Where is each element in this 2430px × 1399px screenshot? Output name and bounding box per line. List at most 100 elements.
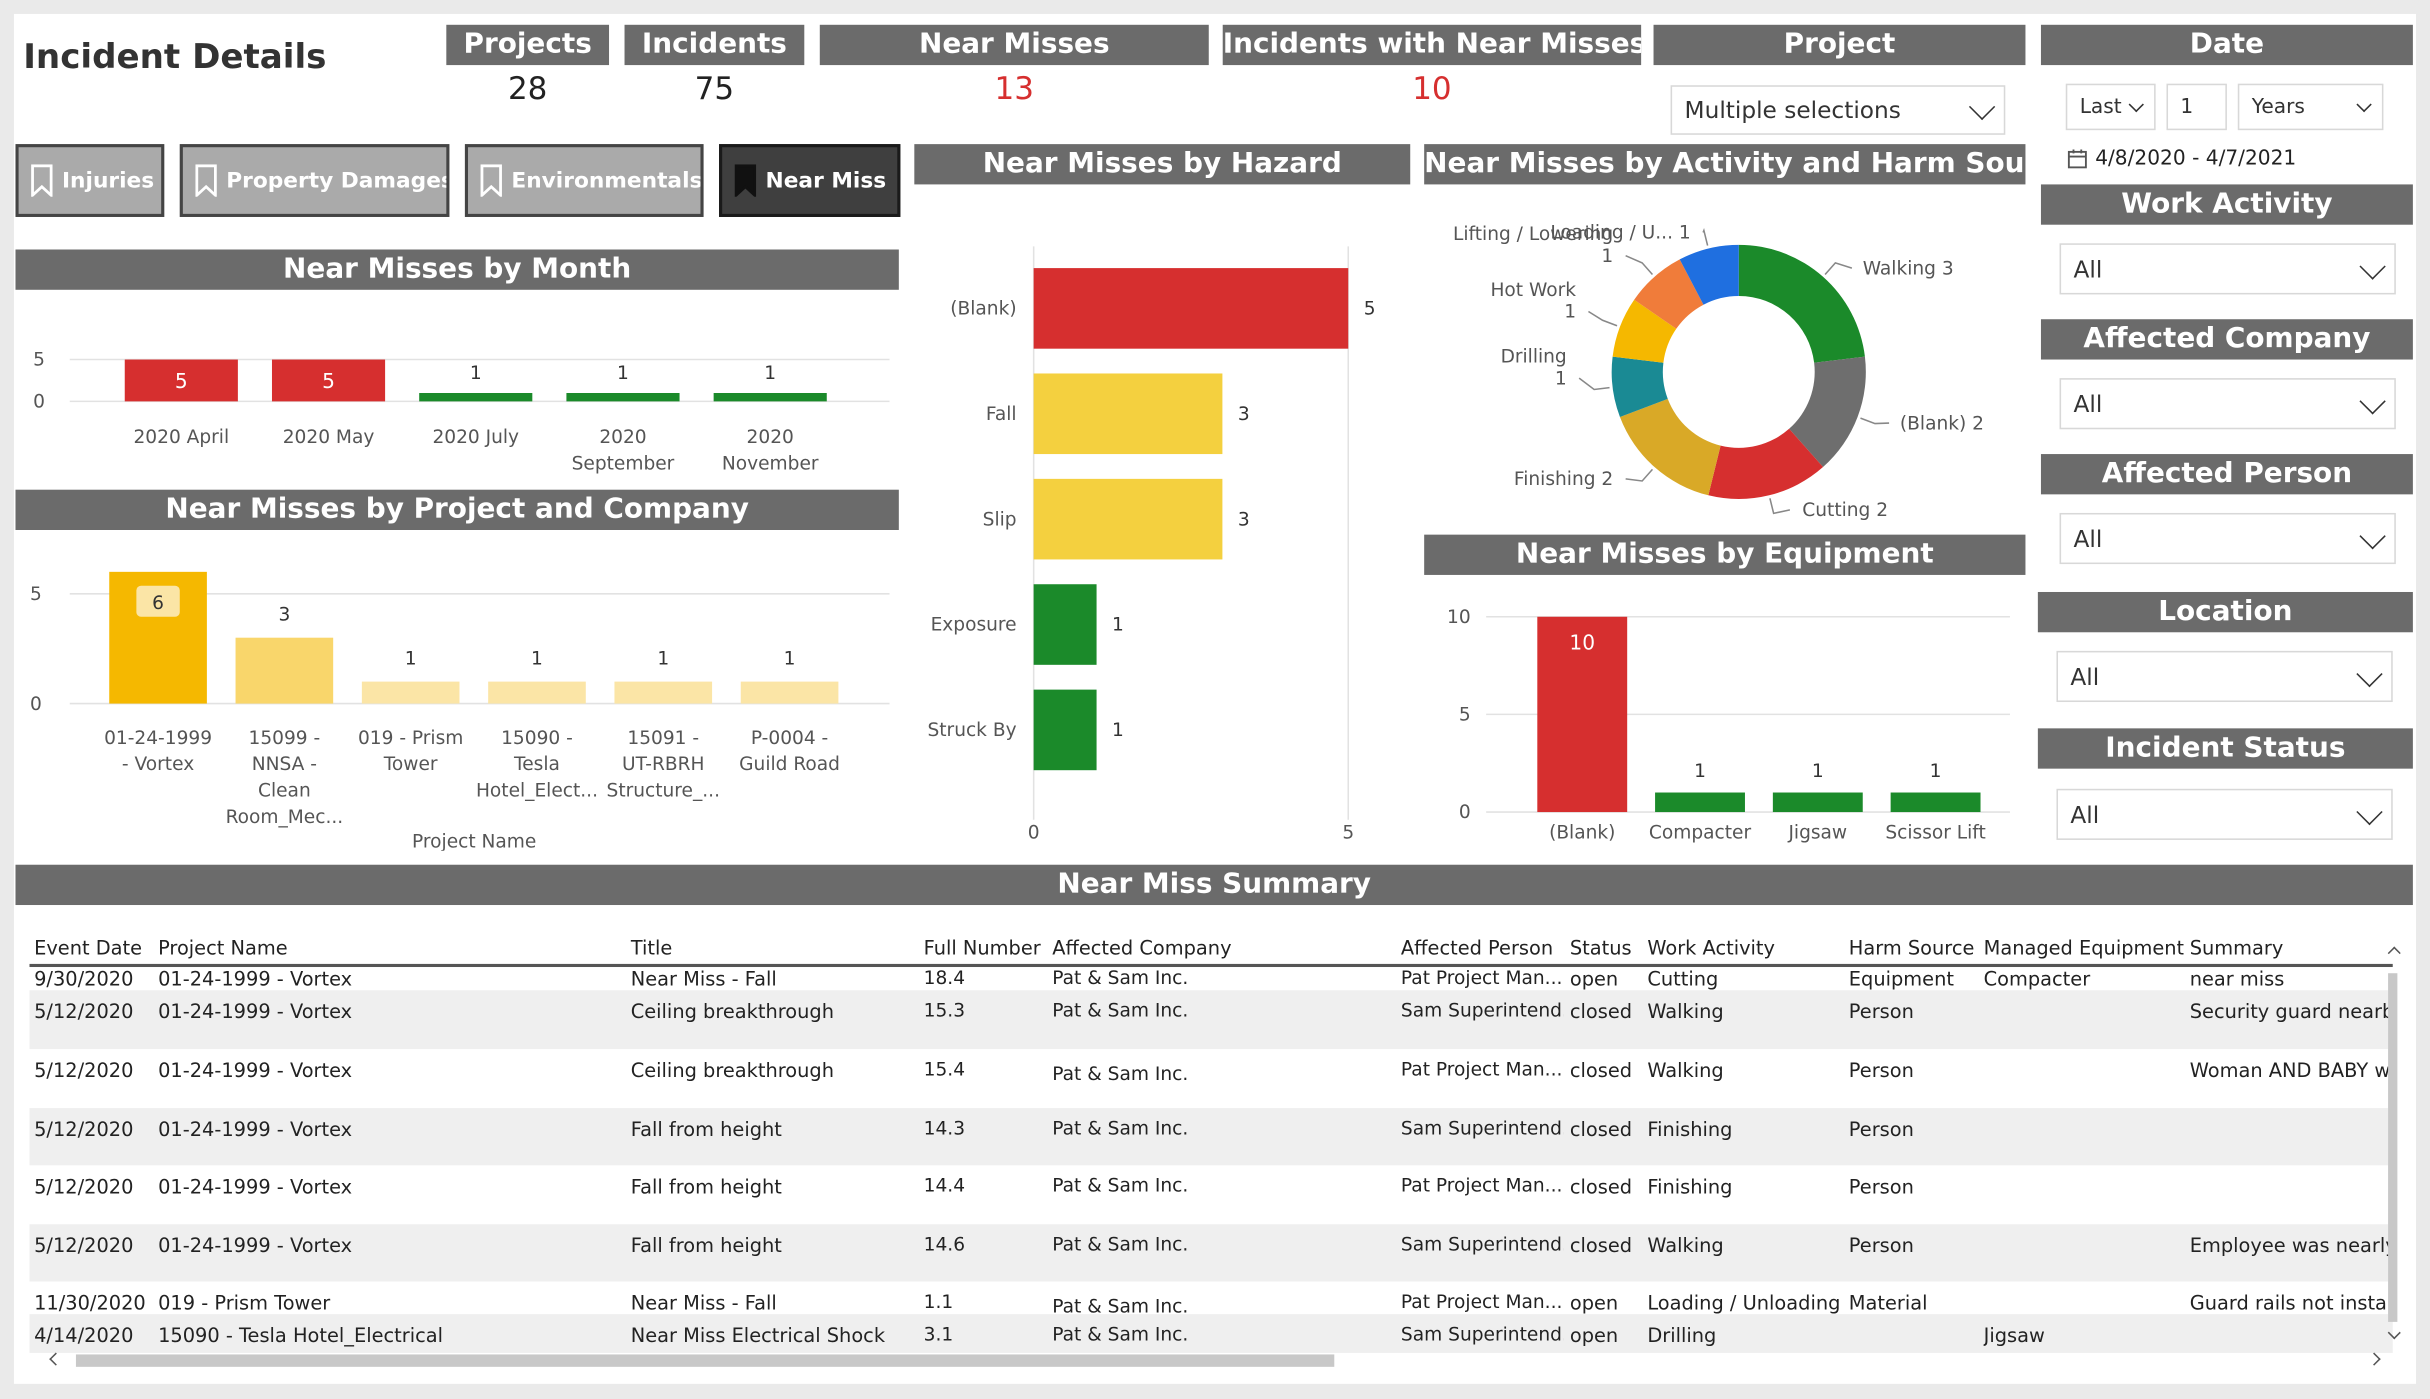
table-row[interactable] [29,1049,2393,1109]
table-cell: Pat & Sam Inc. [1052,967,1189,989]
table-cell: Pat & Sam Inc. [1052,1295,1189,1318]
kpi-incidents-label: Incidents [624,24,805,66]
x-tick-label: 2020 [747,427,794,448]
kpi-near-misses-label: Near Misses [819,24,1209,66]
leader-line [1860,417,1890,425]
table-cell: 14.6 [923,1233,966,1256]
bookmark-icon [480,164,502,197]
bar [419,393,533,402]
affected-company-dropdown[interactable]: All [2059,378,2396,430]
injuries-button[interactable]: Injuries [15,144,165,217]
table-cell: Walking [1647,1058,1724,1082]
table-cell: Pat & Sam Inc. [1052,1174,1189,1197]
column-header: Event Date [34,936,143,960]
table-row[interactable] [29,990,2393,1050]
x-tick-label: UT-RBRH [622,754,704,775]
x-tick-label: Jigsaw [1787,822,1847,843]
project-dropdown[interactable]: Multiple selections [1670,85,2006,135]
scroll-right-icon[interactable] [2367,1352,2381,1366]
table-cell: 14.4 [923,1174,966,1197]
table-cell: Sam Superintend... [1400,1117,1564,1140]
table-cell: Fall from height [630,1233,782,1257]
table-cell: open [1569,1323,1619,1347]
date-relative-unit-dropdown[interactable]: Years [2237,83,2384,131]
date-relative-count-input[interactable]: 1 [2166,83,2227,131]
bar [1655,792,1745,813]
table-cell: Drilling [1647,1323,1717,1347]
horizontal-scrollbar[interactable] [75,1354,1335,1367]
leader-line [1625,254,1654,276]
property-damages-button[interactable]: Property Damages [179,144,450,217]
table-cell: Pat & Sam Inc. [1052,1233,1189,1256]
x-tick-label: - Vortex [122,754,194,775]
table-cell: Material [1848,1290,1928,1315]
table-cell: Fall from height [630,1174,782,1198]
near-misses-by-month-chart: 0 5 5 2020 April 5 2020 May 1 2020 July 1 2020 Sep… [33,350,890,475]
table-cell: closed [1569,1058,1633,1082]
table-row[interactable] [29,1281,2393,1315]
page-title: Incident Details [23,38,327,78]
table-cell: Person [1848,1174,1914,1198]
table-row[interactable] [29,1224,2393,1282]
bar [124,359,238,402]
leader-line [1769,498,1791,515]
table-cell: Finishing [1647,1174,1733,1198]
y-tick-label: Slip [983,509,1017,530]
injuries-button-label: Injuries [61,168,155,193]
x-tick-label: Guild Road [739,754,840,775]
table-cell: Security guard nearby [2189,999,2395,1023]
bar [1033,689,1097,771]
x-tick-label: November [722,454,819,475]
environmentals-button[interactable]: Environmentals [464,144,704,217]
table-row[interactable] [29,1314,2393,1353]
near-misses-by-equipment-chart: 0 5 10 10 (Blank) 1 Compacter 1 Jigsaw 1 Scissor L… [1447,607,2010,843]
table-cell: closed [1569,999,1633,1023]
table-row[interactable] [29,1108,2393,1166]
near-miss-summary-table: Event Date Project Name Title Full Number Af… [29,921,2401,1370]
table-row[interactable] [29,1165,2393,1225]
table-cell: Jigsaw [1983,1323,2045,1347]
affected-person-dropdown[interactable]: All [2059,512,2396,565]
slice-label: 1 [1564,302,1576,323]
x-tick-label: 2020 [599,427,646,448]
chevron-down-icon [2356,96,2372,113]
x-tick-label: NNSA - [252,754,317,775]
bookmark-icon [195,164,217,197]
table-cell: Pat Project Man... [1400,967,1563,989]
data-label: 6 [152,593,164,614]
date-relative-count-value: 1 [2180,95,2194,119]
bar [740,681,839,704]
table-cell: Person [1848,1233,1914,1257]
location-dropdown[interactable]: All [2056,650,2393,703]
data-label-badge [136,585,180,617]
affected-person-value: All [2073,524,2103,553]
table-cell: 15090 - Tesla Hotel_Electrical [158,1323,443,1347]
table-cell: Sam Superintend... [1400,1233,1564,1256]
incident-status-title: Incident Status [2037,728,2413,769]
column-header: Title [630,936,673,960]
table-row[interactable] [29,957,2393,991]
data-label: 1 [764,363,776,384]
data-label: 3 [1238,509,1250,530]
slice-label: Hot Work [1490,280,1576,301]
bar [614,681,713,704]
incident-status-dropdown[interactable]: All [2056,788,2393,840]
work-activity-title: Work Activity [2040,184,2413,225]
near-misses-by-hazard-chart: 0 5 5 (Blank) 3 Fall 3 Slip 1 Exposure 1 Struck By [927,246,1376,843]
date-relative-mode-dropdown[interactable]: Last [2065,83,2156,131]
vertical-scrollbar[interactable] [2388,973,2398,1322]
near-miss-button[interactable]: Near Miss [719,144,901,217]
column-header: Summary [2189,936,2284,960]
incident-status-value: All [2070,800,2100,829]
table-cell: Person [1848,999,1914,1023]
table-cell: 01-24-1999 - Vortex [158,999,353,1023]
donut-slice [1708,428,1824,500]
header-divider [29,963,2393,968]
scroll-left-icon[interactable] [49,1352,63,1366]
table-cell: 1.1 [923,1290,954,1313]
donut-slice [1679,244,1739,305]
table-cell: Pat Project Man... [1400,1290,1563,1313]
data-label: 1 [1112,615,1124,636]
work-activity-dropdown[interactable]: All [2059,243,2396,295]
x-tick-label: Hotel_Elect... [476,781,598,802]
